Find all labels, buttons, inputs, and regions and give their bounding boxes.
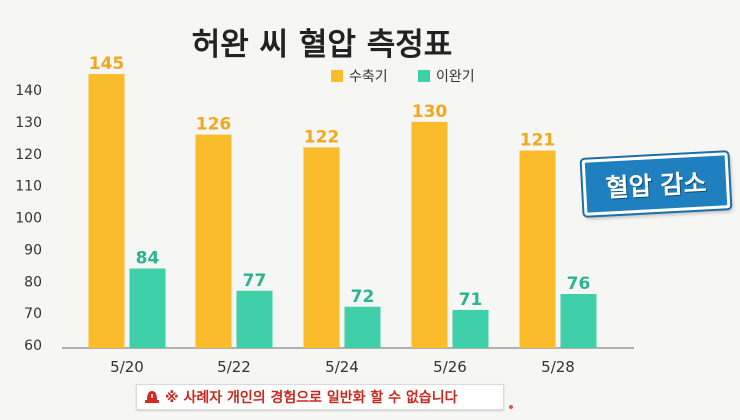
y-tick-label: 90 (24, 242, 42, 258)
bar-value-label-diastolic: 72 (351, 287, 375, 307)
warning-light-icon (143, 388, 161, 406)
x-axis-ticks: 5/20 5/22 5/24 5/26 5/28 (110, 358, 575, 376)
y-tick-label: 80 (24, 274, 42, 290)
x-tick-label: 5/24 (325, 358, 359, 376)
y-tick-label: 130 (15, 115, 42, 131)
x-tick-label: 5/20 (110, 358, 144, 376)
y-tick-label: 140 (15, 83, 42, 99)
bar-diastolic (236, 290, 273, 348)
bar-diastolic (452, 309, 489, 348)
bar-diastolic (344, 306, 381, 348)
bar-value-label-systolic: 122 (304, 127, 340, 147)
y-axis-ticks: 60 70 80 90 100 110 120 130 140 (15, 83, 42, 354)
y-tick-label: 60 (24, 338, 42, 354)
legend-swatch-systolic (331, 70, 343, 82)
bar-systolic (519, 150, 556, 348)
red-dot (509, 405, 513, 409)
legend-swatch-diastolic (418, 70, 430, 82)
legend: 수축기 이완기 (331, 69, 475, 85)
bar-value-label-systolic: 126 (196, 115, 232, 135)
bars: 145 126 122 130 121 84 77 72 71 76 (88, 54, 597, 348)
bar-value-label-diastolic: 71 (459, 290, 483, 310)
bar-diastolic (560, 294, 597, 348)
bar-systolic (195, 134, 232, 348)
y-tick-label: 100 (15, 211, 42, 227)
badge-text: 혈압 감소 (605, 168, 708, 203)
x-tick-label: 5/26 (433, 358, 467, 376)
bar-systolic (88, 74, 125, 348)
x-tick-label: 5/28 (541, 358, 575, 376)
bar-value-label-diastolic: 84 (136, 249, 160, 269)
bar-systolic (303, 147, 340, 348)
bar-value-label-diastolic: 76 (567, 274, 591, 294)
y-tick-label: 70 (24, 306, 42, 322)
y-tick-label: 110 (15, 179, 42, 195)
legend-label-diastolic: 이완기 (436, 69, 475, 85)
bar-systolic (411, 121, 448, 348)
disclaimer-text: ※ 사례자 개인의 경험으로 일반화 할 수 없습니다 (165, 390, 458, 406)
disclaimer-bar: ※ 사례자 개인의 경험으로 일반화 할 수 없습니다 (136, 384, 504, 410)
legend-label-systolic: 수축기 (349, 69, 388, 85)
y-tick-label: 120 (15, 147, 42, 163)
bar-value-label-systolic: 130 (412, 102, 448, 122)
bar-value-label-diastolic: 77 (243, 271, 267, 291)
bar-value-label-systolic: 145 (89, 54, 125, 74)
bp-decrease-badge: 혈압 감소 (581, 152, 731, 216)
chart-title: 허완 씨 혈압 측정표 (192, 27, 453, 63)
bar-value-label-systolic: 121 (520, 131, 556, 151)
x-tick-label: 5/22 (217, 358, 251, 376)
bar-diastolic (129, 268, 166, 348)
